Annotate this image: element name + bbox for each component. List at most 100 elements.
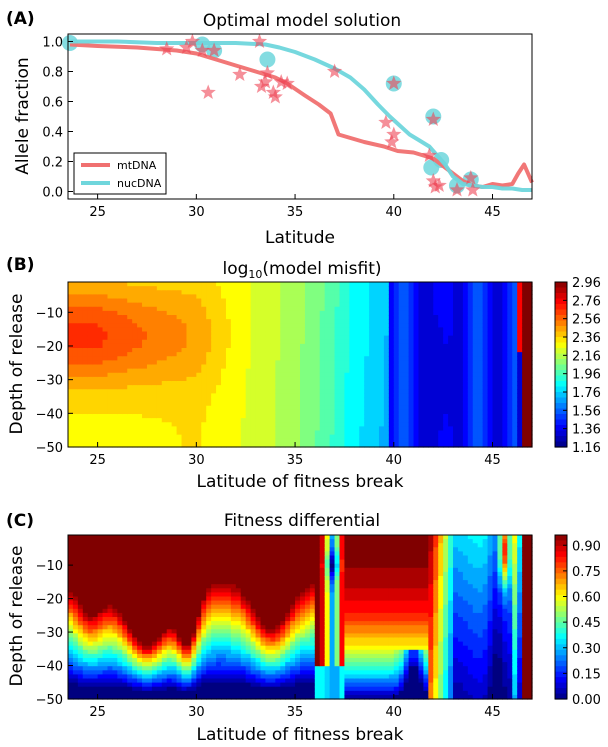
heat-cell-17-30 (151, 658, 158, 663)
heat-cell-48-18 (304, 356, 311, 361)
heat-cell-7-2 (102, 290, 109, 295)
heat-cell-37-6 (250, 306, 257, 312)
heat-cell-26-16 (196, 600, 202, 606)
heat-cell-15-11 (142, 580, 148, 585)
heat-cell-42-25 (275, 385, 281, 390)
heat-cell-52-32 (324, 414, 331, 419)
heat-cell-51-39 (319, 442, 326, 448)
heat-cell-10-34 (117, 674, 123, 680)
heat-cell-48-13 (304, 335, 311, 341)
heat-cell-23-29 (181, 401, 188, 407)
heat-cell-50-29 (314, 401, 321, 407)
heat-cell-92-39 (522, 442, 528, 448)
heat-cell-36-6 (245, 306, 252, 312)
heat-cell-48-4 (304, 298, 311, 304)
heat-cell-91-17 (517, 352, 523, 357)
heat-cell-14-35 (137, 426, 143, 432)
heat-cell-0-6 (68, 306, 74, 312)
heat-cell-23-18 (181, 356, 188, 361)
heat-cell-52-25 (324, 385, 331, 390)
heat-cell-1-19 (72, 612, 79, 618)
heat-cell-15-35 (142, 678, 148, 684)
heat-cell-73-36 (428, 430, 434, 436)
heat-cell-14-24 (137, 381, 143, 386)
heat-cell-15-31 (142, 409, 148, 415)
heat-cell-76-37 (443, 434, 449, 440)
heat-cell-11-28 (122, 649, 128, 655)
heat-cell-50-17 (314, 352, 321, 357)
heat-cell-50-4 (314, 298, 321, 304)
heat-cell-71-0 (418, 282, 425, 287)
heat-cell-23-18 (181, 608, 188, 614)
heat-cell-4-35 (87, 426, 94, 432)
heat-cell-2-19 (77, 360, 84, 366)
heat-cell-68-35 (403, 426, 410, 432)
heat-cell-63-26 (378, 389, 385, 394)
heat-cell-16-30 (146, 405, 153, 411)
heat-cell-9-28 (112, 397, 118, 403)
heat-cell-22-26 (176, 641, 183, 647)
heat-cell-72-31 (423, 409, 429, 415)
heat-cell-35-20 (240, 364, 247, 370)
heat-cell-47-12 (300, 331, 306, 337)
heat-cell-70-20 (413, 364, 420, 370)
heat-cell-29-29 (211, 401, 217, 407)
heat-cell-14-16 (137, 348, 143, 353)
heat-cell-3-24 (82, 633, 89, 639)
heat-cell-91-36 (517, 430, 523, 436)
heat-cell-41-10 (270, 323, 276, 328)
heat-cell-37-11 (250, 327, 257, 333)
heat-cell-19-22 (161, 372, 168, 378)
heat-cell-15-4 (142, 551, 148, 557)
heat-cell-37-38 (250, 438, 257, 444)
heat-cell-38-8 (255, 315, 262, 320)
heat-cell-59-36 (359, 430, 365, 436)
heat-cell-32-13 (225, 335, 232, 341)
panel-a-y-ticks: 0.00.20.40.60.81.0 (42, 36, 73, 201)
heat-cell-10-28 (117, 649, 123, 655)
panel-b-xlabel: Latitude of fitness break (196, 472, 403, 492)
heat-cell-44-30 (285, 405, 291, 411)
heat-cell-9-33 (112, 418, 118, 423)
heat-cell-9-0 (112, 282, 118, 287)
heat-cell-0-30 (68, 405, 74, 411)
heat-cell-26-32 (196, 414, 202, 419)
heat-cell-37-2 (250, 290, 257, 295)
heat-cell-28-15 (206, 343, 212, 349)
heat-cell-11-37 (122, 434, 128, 440)
heat-cell-82-6 (472, 306, 479, 312)
heat-cell-91-35 (517, 426, 523, 432)
heat-cell-1-37 (72, 434, 79, 440)
heat-cell-0-1 (68, 286, 74, 291)
heat-cell-14-23 (137, 376, 143, 382)
heat-cell-42-32 (275, 414, 281, 419)
heat-cell-2-25 (77, 637, 84, 643)
heat-cell-20-9 (166, 319, 173, 324)
heat-cell-4-25 (87, 385, 94, 390)
heat-cell-17-26 (151, 389, 158, 394)
heat-cell-35-15 (240, 343, 247, 349)
heat-cell-87-26 (497, 389, 503, 394)
heat-cell-61-38 (369, 438, 375, 444)
heat-cell-51-10 (319, 323, 326, 328)
heat-cell-86-11 (492, 327, 499, 333)
heat-cell-26-8 (196, 567, 202, 573)
heat-cell-10-0 (117, 535, 123, 540)
heat-cell-45-29 (290, 401, 296, 407)
heat-cell-55-8 (339, 315, 346, 320)
heat-cell-17-22 (151, 625, 158, 630)
heat-cell-89-38 (507, 438, 513, 444)
heat-cell-19-13 (161, 335, 168, 341)
heat-cell-70-13 (413, 335, 420, 341)
heat-cell-28-21 (206, 368, 212, 374)
heat-cell-69-27 (408, 393, 415, 399)
heat-cell-19-23 (161, 376, 168, 382)
heat-cell-4-15 (87, 343, 94, 349)
heat-cell-30-21 (216, 368, 222, 374)
heat-cell-44-14 (285, 339, 291, 345)
heat-cell-28-36 (206, 430, 212, 436)
heat-cell-2-32 (77, 666, 84, 671)
heat-cell-21-28 (171, 397, 178, 403)
heat-cell-10-6 (117, 559, 123, 565)
heat-cell-1-2 (72, 543, 79, 548)
